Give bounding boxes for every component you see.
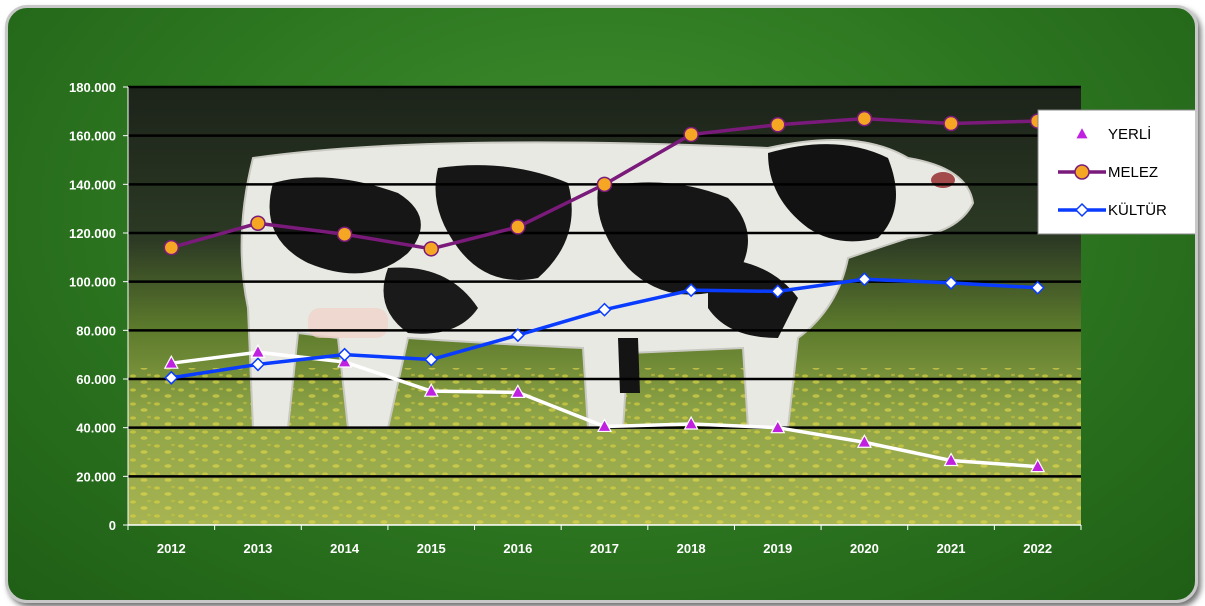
y-tick-label: 80.000	[76, 323, 116, 338]
x-tick-label: 2012	[157, 541, 186, 556]
series-2	[164, 272, 1045, 385]
data-point	[943, 115, 959, 132]
data-point	[1030, 458, 1046, 473]
series-lines	[163, 110, 1046, 473]
data-point	[423, 382, 439, 397]
data-point	[424, 352, 439, 367]
data-point	[164, 370, 179, 385]
data-point	[943, 452, 959, 467]
data-point	[510, 328, 525, 343]
series-1	[163, 110, 1046, 257]
x-tick-label: 2019	[763, 541, 792, 556]
data-point	[683, 126, 699, 143]
y-tick-label: 20.000	[76, 469, 116, 484]
y-tick-label: 40.000	[76, 421, 116, 436]
x-tick-label: 2016	[503, 541, 532, 556]
legend: YERLİ MELEZ KÜLTÜR	[1037, 109, 1195, 235]
data-point	[596, 418, 613, 433]
legend-entry: KÜLTÜR	[1058, 201, 1167, 219]
legend-label: YERLİ	[1108, 125, 1151, 143]
y-tick-label: 60.000	[76, 372, 116, 387]
x-tick-label: 2018	[677, 541, 706, 556]
x-tick-label: 2014	[330, 541, 360, 556]
y-tick-label: 100.000	[69, 275, 116, 290]
y-axis-tick-labels: 0 20.000 40.000 60.000 80.000 100.000 120.000 1…	[69, 80, 116, 533]
x-tick-label: 2020	[850, 541, 879, 556]
y-tick-label: 120.000	[69, 226, 116, 241]
data-point	[856, 110, 873, 127]
x-tick-label: 2022	[1023, 541, 1052, 556]
data-point	[510, 384, 526, 398]
data-point	[1074, 125, 1090, 140]
data-point	[770, 419, 786, 434]
data-point	[684, 283, 699, 298]
data-point	[250, 357, 266, 372]
data-point	[597, 302, 612, 317]
data-point	[943, 275, 959, 290]
x-axis-tick-labels: 2012 2013 2014 2015 2016 2017 2018 2019 2020 2021…	[157, 541, 1052, 556]
legend-entry: MELEZ	[1058, 164, 1158, 181]
x-tick-label: 2021	[937, 541, 966, 556]
data-point	[770, 284, 785, 299]
data-point	[596, 176, 613, 193]
data-point	[250, 343, 266, 358]
line-chart: 0 20.000 40.000 60.000 80.000 100.000 120.000 1…	[69, 80, 1195, 556]
data-point	[163, 239, 180, 256]
x-tick-label: 2013	[243, 541, 272, 556]
data-point	[337, 347, 352, 362]
data-point	[1074, 164, 1090, 180]
data-point	[510, 219, 526, 235]
x-tick-label: 2017	[590, 541, 619, 556]
x-tick-label: 2015	[417, 541, 446, 556]
data-point	[250, 215, 266, 232]
axes	[123, 86, 1082, 530]
data-point	[770, 116, 786, 133]
chart-frame: 0 20.000 40.000 60.000 80.000 100.000 120.000 1…	[5, 5, 1198, 603]
data-point	[856, 434, 872, 448]
data-point	[683, 415, 699, 430]
legend-entry: YERLİ	[1074, 125, 1151, 143]
y-tick-label: 140.000	[69, 177, 116, 192]
data-point	[1030, 280, 1045, 295]
y-tick-label: 0	[109, 518, 116, 533]
data-point	[336, 226, 353, 242]
legend-label: KÜLTÜR	[1108, 201, 1167, 219]
y-tick-label: 160.000	[69, 129, 116, 144]
data-point	[1074, 202, 1090, 218]
data-point	[423, 241, 439, 257]
legend-label: MELEZ	[1108, 164, 1158, 181]
data-point	[163, 354, 179, 369]
data-point	[857, 272, 872, 287]
y-tick-label: 180.000	[69, 80, 116, 95]
